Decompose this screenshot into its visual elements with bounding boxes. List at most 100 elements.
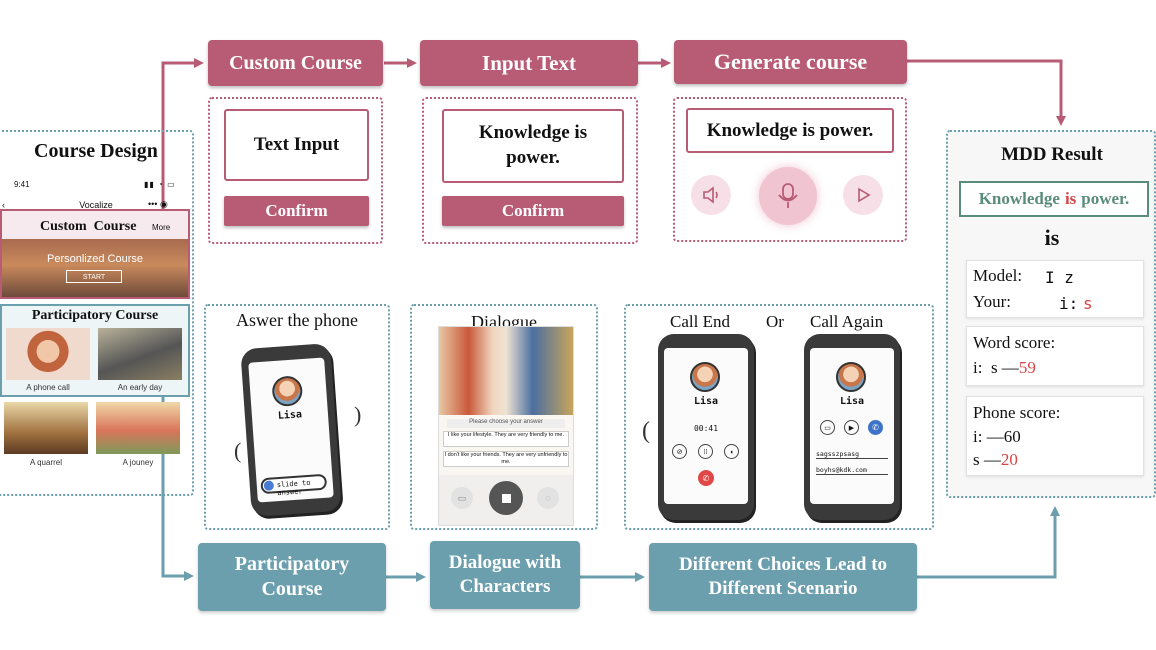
call-end-vibration-icon: ( <box>642 418 650 444</box>
call-end-title: Call End <box>670 312 730 331</box>
play-icon <box>858 187 871 203</box>
mdd-result-title: MDD Result <box>1001 144 1103 165</box>
model-phones: I z <box>1045 268 1074 287</box>
pronunciation-card: Model: I z Your: i: s <box>966 260 1144 318</box>
phone-s-value: 20 <box>1000 450 1018 469</box>
answer-phone-title: Aswer the phone <box>236 310 358 330</box>
caller-name: Lisa <box>277 409 303 422</box>
call-choices-panel: Call End Or Call Again Lisa 00:41 ⊘ ⁞⁞ ◖… <box>624 304 934 530</box>
your-phone-value: s <box>1083 294 1093 313</box>
answer-phone-panel: Aswer the phone Lisa slide to answer ( ) <box>204 304 390 530</box>
personalized-course-banner[interactable]: Personlized Course START <box>2 239 188 297</box>
mdd-sentence-box: Knowledge is power. <box>959 181 1149 217</box>
your-prefix: i: <box>1059 294 1079 313</box>
video-button[interactable]: ▶ <box>844 420 859 435</box>
menu-dots-icon[interactable]: ••• ◉ <box>148 199 168 209</box>
sentence-word-is: is <box>1064 189 1077 208</box>
slide-to-answer[interactable]: slide to answer <box>260 473 328 498</box>
hint-icon: ◌ <box>545 493 551 503</box>
message-button[interactable]: ▭ <box>820 420 835 435</box>
keypad-button[interactable]: ⁞⁞ <box>698 444 713 459</box>
hint-button[interactable]: ◌ <box>537 487 559 509</box>
course-design-title: Course Design <box>34 140 158 162</box>
word-score-phones: i: s —59 <box>973 358 1036 378</box>
back-arrow-icon[interactable]: ‹ <box>2 200 5 210</box>
more-link[interactable]: More <box>152 223 171 232</box>
arrow-to-custom-course <box>161 58 204 218</box>
generate-course-step: Generate course <box>674 40 907 84</box>
end-call-button[interactable]: ✆ <box>698 470 714 486</box>
or-label: Or <box>766 312 784 331</box>
call-again-avatar <box>836 362 866 392</box>
phone-call-thumbnail[interactable] <box>6 328 90 380</box>
speaker-icon <box>703 186 718 204</box>
translate-button[interactable]: ▭ <box>451 487 473 509</box>
slide-to-answer-label: slide to answer <box>276 478 311 498</box>
mute-button[interactable]: ⊘ <box>672 444 687 459</box>
dialogue-screen: Please choose your answer I like your li… <box>438 326 574 526</box>
word-score-label: Word score: <box>973 333 1056 352</box>
choose-answer-prompt: Please choose your answer <box>447 419 565 428</box>
sentence-word-knowledge: Knowledge <box>978 189 1060 208</box>
email-line-1: sagsszpsasg <box>816 450 888 459</box>
call-end-avatar <box>690 362 720 392</box>
generated-sentence-box: Knowledge is power. <box>686 108 894 153</box>
text-input-panel: Text Input Confirm <box>208 97 383 244</box>
phone-icon: ✆ <box>872 423 879 432</box>
dialogue-panel: Dialogue Please choose your answer I lik… <box>410 304 598 530</box>
custom-course-header: Custom Course <box>40 219 137 234</box>
tile-caption-2: An early day <box>117 383 163 392</box>
input-text-step: Input Text <box>420 40 638 86</box>
participatory-course-card: Participatory Course A phone call An ear… <box>0 304 190 397</box>
dialogue-option-1[interactable]: I like your lifestyle. They are very fri… <box>443 431 569 447</box>
text-entry-box[interactable]: Knowledge is power. <box>442 109 624 183</box>
confirm-button-2[interactable]: Confirm <box>442 196 624 226</box>
stop-icon <box>501 493 511 503</box>
model-label: Model: <box>973 266 1023 285</box>
play-button[interactable] <box>843 175 883 215</box>
dialogue-option-2[interactable]: I don't like your friends. They are very… <box>443 451 569 467</box>
call-end-phone: Lisa 00:41 ⊘ ⁞⁞ ◖ ✆ <box>658 334 754 520</box>
incoming-call-screen: Lisa slide to answer <box>248 357 334 503</box>
mute-icon: ⊘ <box>676 447 683 456</box>
phone-score-i: i: —60 <box>973 427 1021 446</box>
dialogue-controls: ▭ ◌ <box>439 475 573 525</box>
generate-course-panel: Knowledge is power. <box>673 97 907 242</box>
input-text-panel: Knowledge is power. Confirm <box>422 97 638 244</box>
vibration-right-icon: ) <box>354 402 362 427</box>
end-call-icon: ✆ <box>702 473 710 483</box>
characters-illustration <box>439 327 573 415</box>
custom-course-card[interactable]: Custom Course More Personlized Course ST… <box>0 209 190 299</box>
answer-phone-illustration: Lisa slide to answer ( ) <box>228 334 370 524</box>
call-again-button[interactable]: ✆ <box>868 420 883 435</box>
call-end-name: Lisa <box>693 396 719 407</box>
app-title: Vocalize <box>79 200 113 210</box>
speaker-button[interactable] <box>691 175 731 215</box>
answer-knob-icon[interactable] <box>263 480 275 492</box>
your-label: Your: <box>973 292 1011 311</box>
quarrel-thumbnail[interactable] <box>4 402 88 454</box>
call-again-phone: Lisa ▭ ▶ ✆ sagsszpsasg boyhs@kdk.com <box>804 334 900 520</box>
video-icon: ▶ <box>848 423 855 432</box>
call-timer: 00:41 <box>693 424 719 433</box>
speaker-button-call[interactable]: ◖ <box>724 444 739 459</box>
speaker-phone-icon: ◖ <box>729 447 734 456</box>
phone-score-label: Phone score: <box>973 403 1061 422</box>
mdd-result-panel: MDD Result Knowledge is power. is Model:… <box>946 130 1156 498</box>
text-input-box[interactable]: Text Input <box>224 109 369 181</box>
confirm-button[interactable]: Confirm <box>224 196 369 226</box>
arrow-generate-to-mdd <box>907 59 1066 126</box>
stop-recording-button[interactable] <box>489 481 523 515</box>
early-day-thumbnail[interactable] <box>98 328 182 380</box>
sentence-word-power: power. <box>1081 189 1130 208</box>
participatory-course-step: Participatory Course <box>198 543 386 611</box>
phone-s-prefix: s — <box>973 450 1001 469</box>
translate-icon: ▭ <box>457 492 467 503</box>
start-button[interactable]: START <box>66 270 122 283</box>
caller-avatar <box>271 375 304 408</box>
journey-thumbnail[interactable] <box>96 402 180 454</box>
call-again-title: Call Again <box>810 312 884 331</box>
status-time: 9:41 <box>14 180 30 189</box>
message-icon: ▭ <box>824 423 831 432</box>
microphone-button[interactable] <box>759 167 817 225</box>
